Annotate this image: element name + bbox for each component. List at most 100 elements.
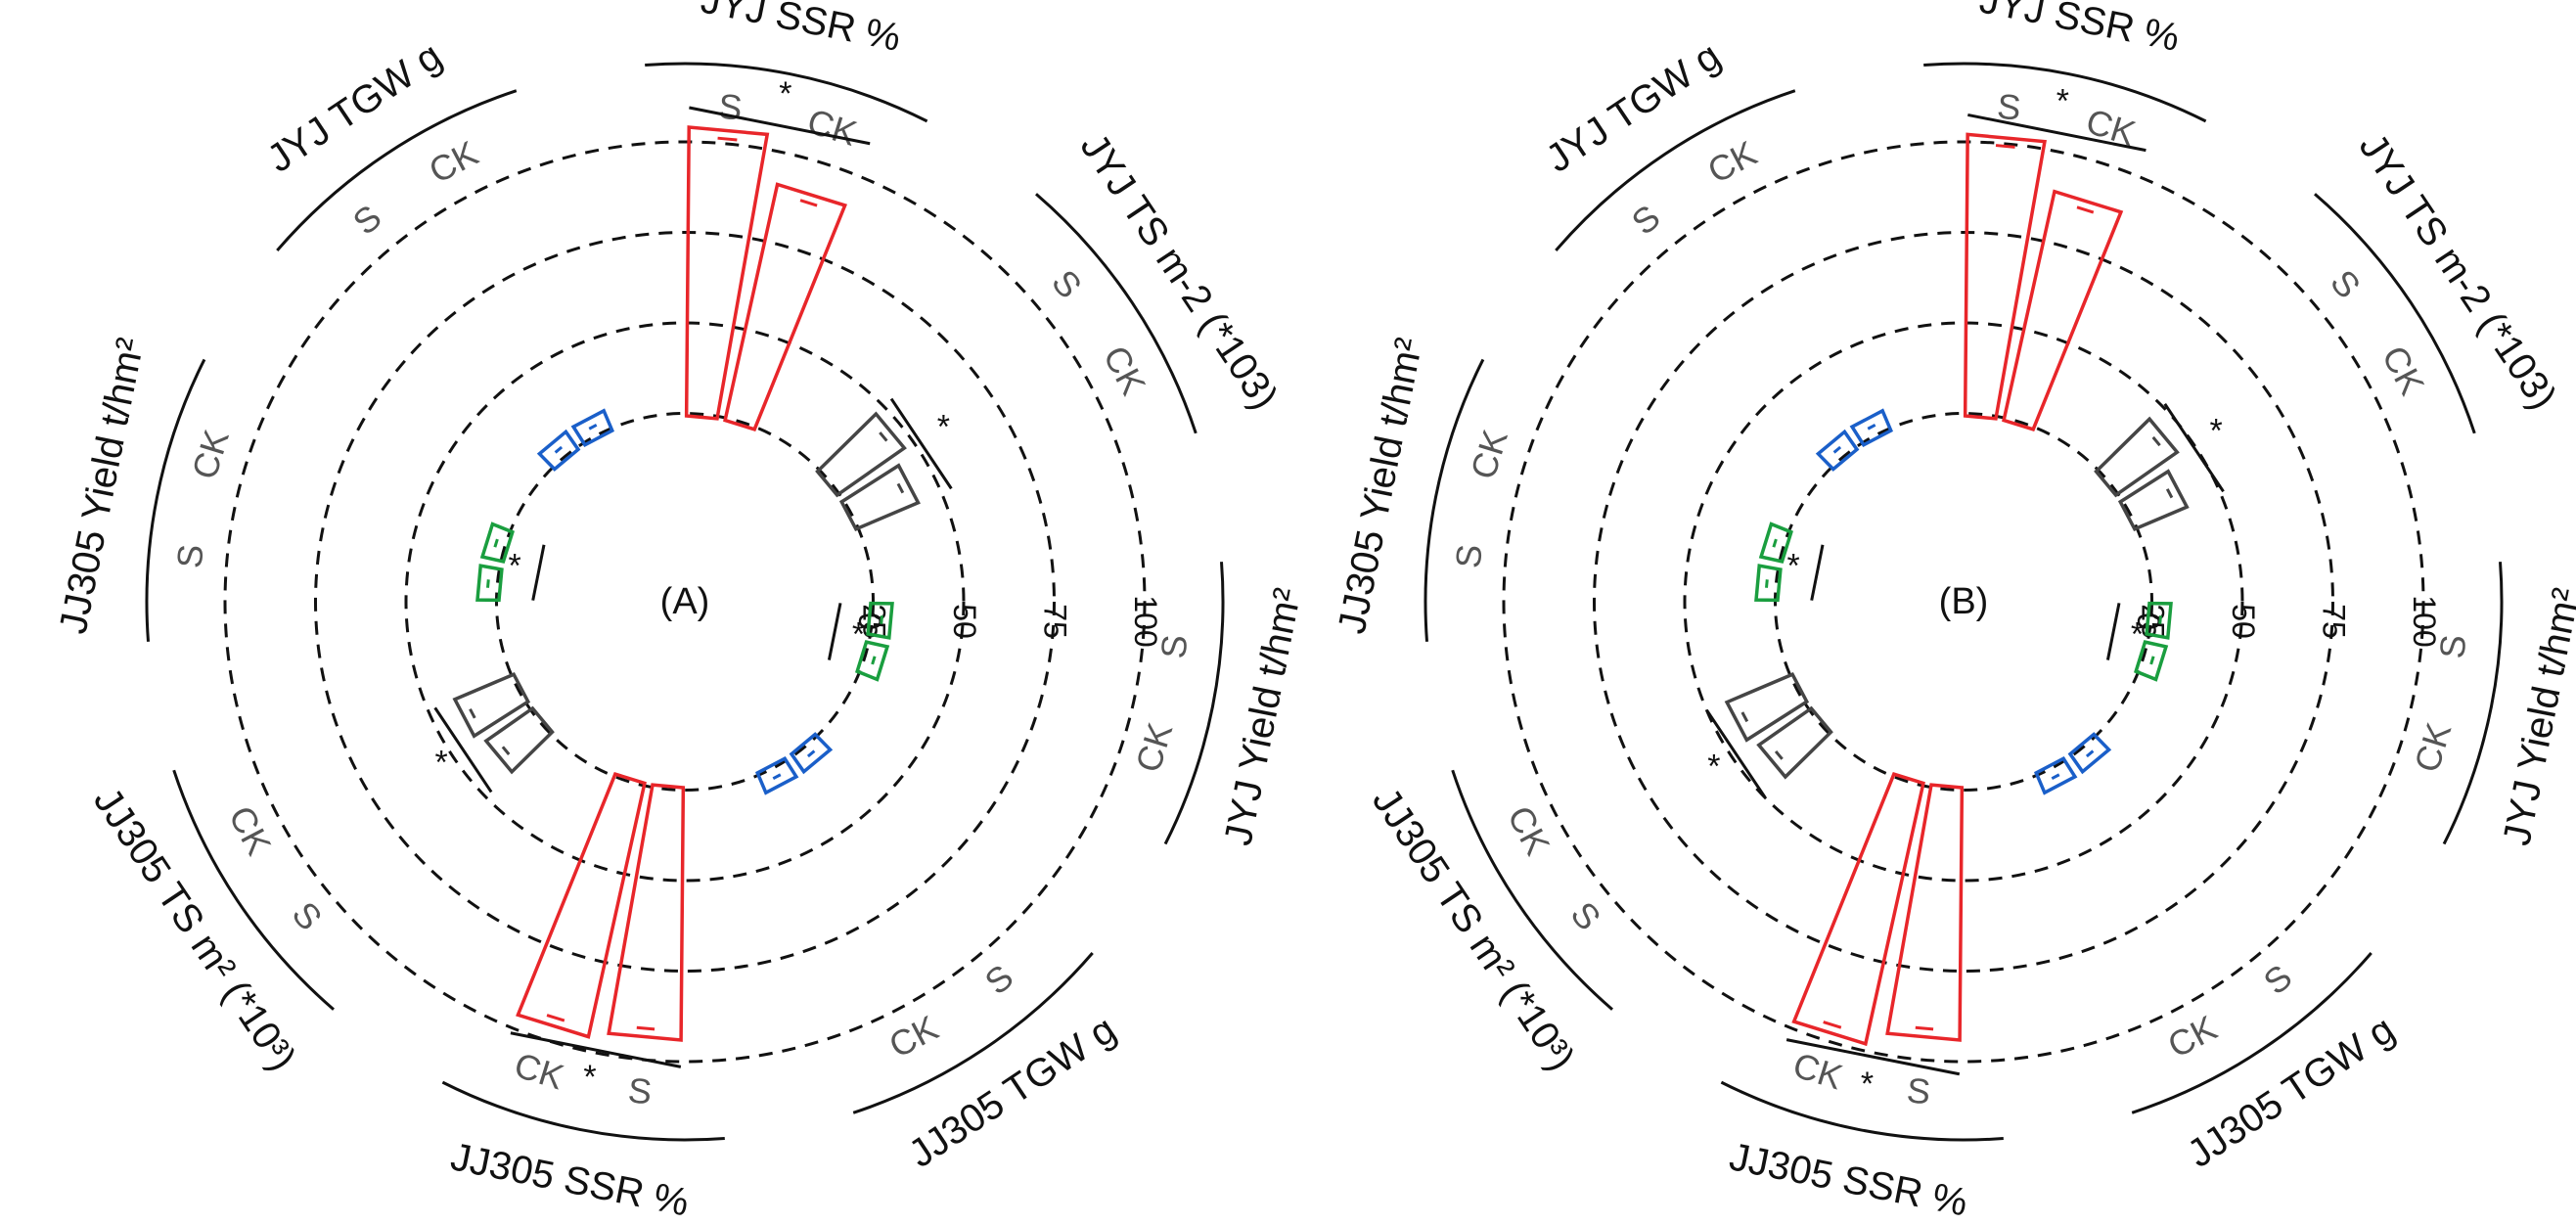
group-label: JYJ TGW g <box>260 34 450 181</box>
significance-star: * <box>1861 1066 1874 1103</box>
bar <box>2067 732 2112 775</box>
error-bar <box>469 707 476 719</box>
error-bar <box>2151 435 2161 447</box>
bar <box>516 772 647 1039</box>
error-bar <box>2158 615 2162 624</box>
error-bar <box>1740 711 1749 723</box>
bar-category-label: CK <box>2082 101 2141 154</box>
group-arc <box>2131 952 2373 1114</box>
panel-b: 025 50 75 100(B)S CK*JYJ SSR %SCK*JYJ TS m-2… <box>1331 0 2576 1225</box>
significance-star: * <box>852 615 865 653</box>
group-arc <box>1424 358 1485 642</box>
error-bar <box>772 773 782 781</box>
bar-category-label: S <box>169 543 211 570</box>
significance-line <box>433 706 493 794</box>
error-bar <box>546 1014 565 1022</box>
bar-group: SCK*JYJ TS m-2 (*103) <box>815 126 1287 532</box>
bar-category-label: S <box>1448 543 1490 570</box>
group-arc <box>2314 193 2476 434</box>
bar-category-label: CK <box>1701 133 1763 192</box>
radial-tick-label: 25 <box>857 604 892 639</box>
bar-group: S CK*JYJ SSR % <box>645 0 928 431</box>
error-bar <box>896 482 905 494</box>
radial-tick-label: 50 <box>2226 604 2261 639</box>
group-label: JJ305 Yield t/hm² <box>52 335 153 638</box>
significance-star: * <box>2056 82 2069 119</box>
significance-line <box>889 397 953 490</box>
panel-label: (A) <box>660 581 710 622</box>
bar-group: S CK * JJ305 SSR % <box>1720 772 2004 1225</box>
group-arc <box>1720 1080 2004 1142</box>
group-label: JJ305 Yield t/hm² <box>1331 335 1431 638</box>
significance-line <box>1810 544 1825 601</box>
bar <box>483 705 555 775</box>
bar-category-label: CK <box>2161 1007 2223 1066</box>
bar-category-label: CK <box>1463 425 1515 483</box>
group-label: JYJ Yield t/hm² <box>2495 584 2576 848</box>
bar-group: S CK * JJ305 Yield t/hm² <box>1331 335 1825 642</box>
group-label: JYJ SSR % <box>698 0 904 60</box>
grid-circle <box>1683 321 2244 883</box>
bar-category-label: CK <box>1096 340 1154 401</box>
bar <box>855 640 890 682</box>
bar <box>607 783 686 1042</box>
group-label: JYJ SSR % <box>1976 0 2183 60</box>
bar-group: S CK * JJ305 Yield t/hm² <box>52 335 546 642</box>
bar <box>1963 132 2047 421</box>
bar-group: SCK*JJ305 TS m² (*10³) <box>85 671 555 1078</box>
radial-tick-label: 75 <box>2317 604 2352 639</box>
bar <box>2134 640 2169 682</box>
bar-category-label: CK <box>1127 718 1180 777</box>
grid-circle <box>223 140 1147 1064</box>
grid-circle <box>1502 140 2425 1064</box>
group-arc <box>441 1080 725 1142</box>
error-bar <box>1995 144 2015 149</box>
significance-star: * <box>2210 412 2223 449</box>
bar <box>1758 522 1793 564</box>
significance-line <box>510 1031 682 1068</box>
panel-a: 025 50 75 100(A)S CK*JYJ SSR %SCK*JYJ TS m-2… <box>52 0 1310 1225</box>
error-bar <box>799 199 818 207</box>
bar <box>475 564 504 603</box>
significance-line <box>1785 1038 1961 1076</box>
error-bar <box>501 746 511 755</box>
error-bar <box>2085 749 2095 758</box>
error-bar <box>1774 749 1784 760</box>
radial-tick-label: 100 <box>2407 595 2442 647</box>
error-bar <box>636 1025 655 1031</box>
significance-line <box>2105 603 2121 660</box>
bar-category-label: CK <box>1788 1044 1847 1097</box>
error-bar <box>717 136 738 142</box>
bar-category-label: S <box>717 86 745 128</box>
significance-star: * <box>583 1059 596 1096</box>
bar-category-label: S <box>977 957 1021 1003</box>
bar <box>2145 601 2173 640</box>
error-bar <box>486 579 490 588</box>
significance-star: * <box>434 744 447 781</box>
group-arc <box>1163 562 1225 845</box>
bar <box>815 411 907 498</box>
radial-axis-ticks: 025 50 75 100 <box>2131 595 2442 647</box>
radial-tick-label: 100 <box>1128 595 1163 647</box>
bar-category-label: S <box>1624 197 1668 243</box>
significance-line <box>827 603 842 660</box>
significance-star: * <box>508 547 520 584</box>
grid-circle <box>1593 231 2334 973</box>
bar <box>866 601 894 640</box>
bar <box>2034 755 2078 795</box>
bar-category-label: CK <box>2374 340 2433 401</box>
bar-category-label: CK <box>882 1007 944 1066</box>
bar-group: S CK*JYJ SSR % <box>1923 0 2207 431</box>
bar <box>2002 189 2124 431</box>
group-arc <box>145 358 206 642</box>
error-bar <box>588 423 598 431</box>
error-bar <box>2051 773 2060 781</box>
error-bar <box>806 749 816 758</box>
group-arc <box>852 952 1094 1114</box>
bar <box>684 125 770 421</box>
error-bar <box>1765 579 1769 588</box>
bar-category-label: CK <box>423 133 484 192</box>
bar <box>2094 416 2180 498</box>
